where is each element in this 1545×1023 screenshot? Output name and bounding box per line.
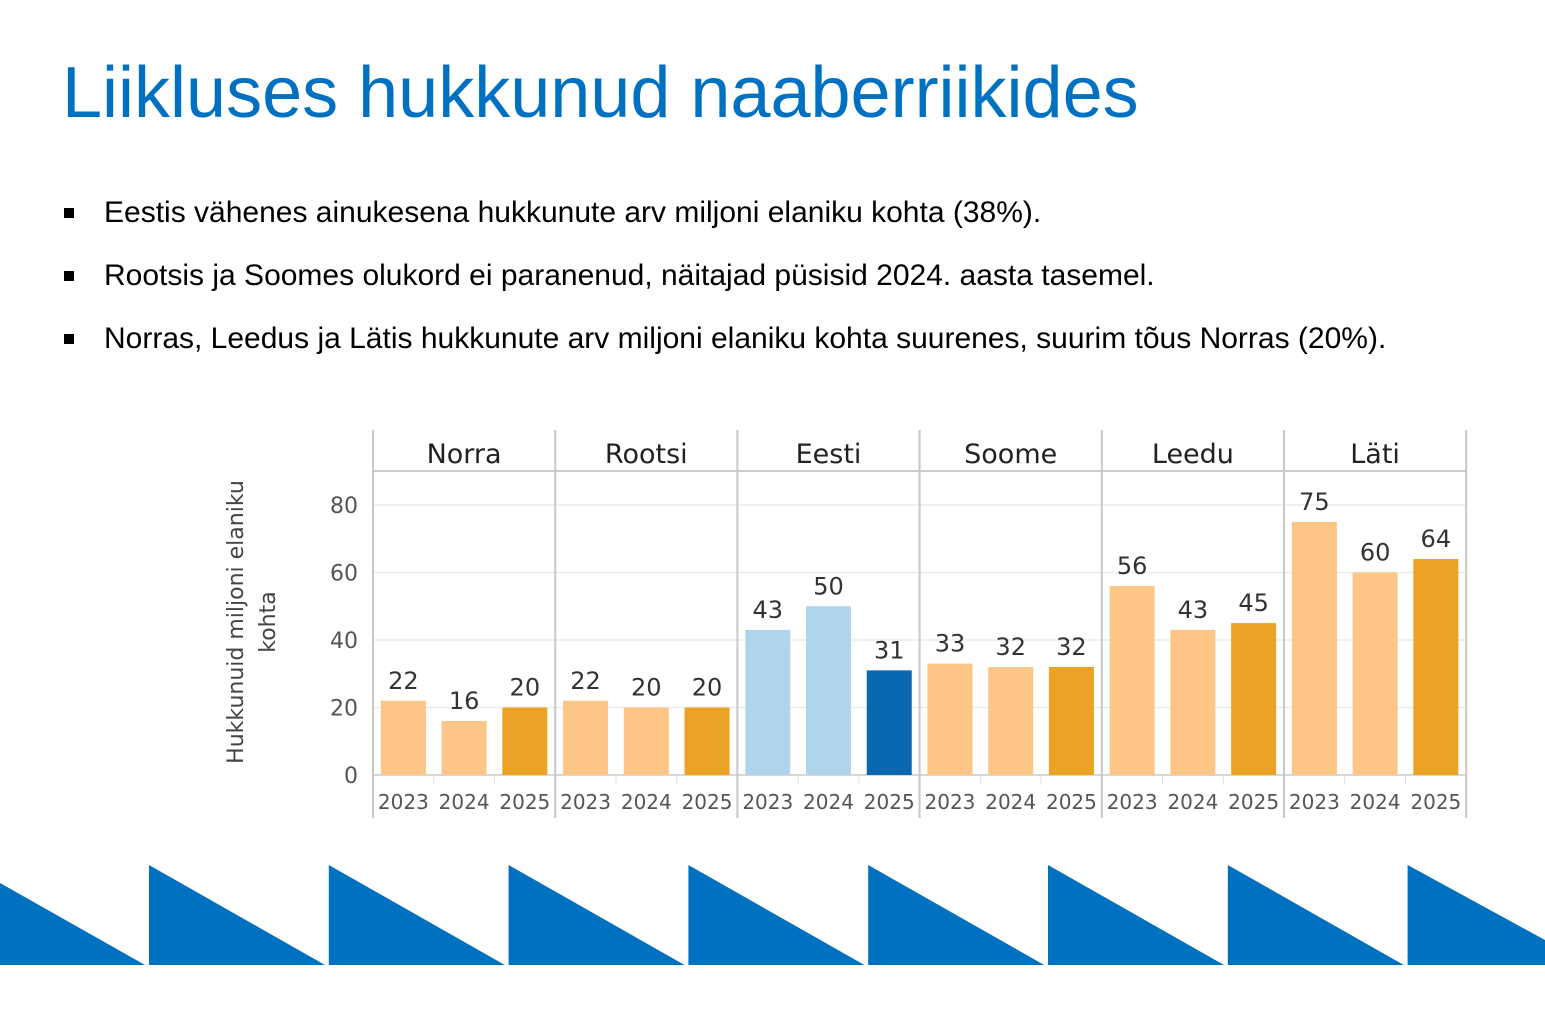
bar [563, 700, 609, 775]
data-label: 45 [1238, 589, 1269, 617]
bar [1170, 629, 1216, 775]
x-tick-label: 2024 [985, 790, 1036, 814]
bullet-text: Rootsis ja Soomes olukord ei paranenud, … [104, 259, 1155, 292]
data-label: 60 [1360, 539, 1391, 567]
x-tick-label: 2024 [621, 790, 672, 814]
bullet-icon [64, 334, 74, 344]
x-tick-label: 2025 [682, 790, 733, 814]
bar [684, 707, 730, 775]
x-tick-label: 2024 [439, 790, 490, 814]
x-tick-label: 2023 [1107, 790, 1158, 814]
panel-header-eesti: Eesti [796, 439, 862, 470]
data-label: 20 [510, 674, 541, 702]
data-label: 50 [813, 572, 844, 600]
bar [1352, 572, 1398, 775]
bullet-text: Eestis vähenes ainukesena hukkunute arv … [104, 196, 1042, 229]
bar [866, 670, 912, 775]
decorative-triangle [149, 865, 325, 965]
y-tick-label: 60 [330, 562, 358, 587]
panel-header-soome: Soome [964, 439, 1057, 470]
data-label: 32 [1056, 633, 1087, 661]
bullet-icon [64, 271, 74, 281]
bullet-list: Eestis vähenes ainukesena hukkunute arv … [64, 196, 1464, 385]
decorative-triangle [688, 865, 865, 965]
bar [380, 700, 426, 775]
bullet-item: Eestis vähenes ainukesena hukkunute arv … [64, 196, 1464, 229]
data-label: 22 [570, 667, 601, 695]
data-label: 43 [1178, 596, 1209, 624]
decorative-triangle [868, 865, 1045, 965]
decorative-triangle [508, 865, 685, 965]
panel-header-leedu: Leedu [1152, 439, 1234, 470]
slide-title: Liikluses hukkunud naaberriikides [62, 53, 1139, 133]
x-tick-label: 2024 [1167, 790, 1218, 814]
data-label: 20 [692, 674, 723, 702]
bar [927, 663, 973, 775]
data-label: 31 [874, 636, 905, 664]
panel-header-norra: Norra [427, 439, 502, 470]
x-tick-label: 2024 [803, 790, 854, 814]
y-tick-label: 40 [330, 629, 358, 654]
data-label: 22 [388, 667, 419, 695]
bar [1231, 623, 1277, 775]
y-tick-label: 0 [344, 764, 358, 789]
bar [806, 606, 851, 775]
x-tick-label: 2025 [864, 790, 915, 814]
data-label: 32 [995, 633, 1026, 661]
bar [1291, 521, 1337, 775]
decorative-triangle [1227, 865, 1404, 965]
bullet-icon [64, 208, 74, 218]
bar [745, 629, 791, 775]
data-label: 33 [935, 630, 966, 658]
bar [441, 721, 487, 775]
x-tick-label: 2023 [742, 790, 793, 814]
data-label: 43 [752, 596, 783, 624]
y-tick-label: 20 [330, 697, 358, 722]
data-label: 56 [1117, 552, 1148, 580]
bar [1048, 667, 1094, 775]
x-tick-label: 2023 [378, 790, 429, 814]
bar [502, 707, 548, 775]
panel-header-rootsi: Rootsi [605, 439, 688, 470]
bar [1413, 559, 1459, 775]
decorative-triangle [1407, 865, 1545, 965]
bar [988, 667, 1034, 775]
decorative-triangle [328, 865, 505, 965]
data-label: 20 [631, 674, 662, 702]
bullet-item: Norras, Leedus ja Lätis hukkunute arv mi… [64, 322, 1464, 355]
bar [1109, 586, 1155, 775]
x-tick-label: 2023 [925, 790, 976, 814]
x-tick-label: 2023 [560, 790, 611, 814]
data-label: 16 [449, 687, 480, 715]
bullet-item: Rootsis ja Soomes olukord ei paranenud, … [64, 259, 1464, 292]
x-tick-label: 2024 [1350, 790, 1401, 814]
x-tick-label: 2023 [1289, 790, 1340, 814]
data-label: 75 [1299, 488, 1330, 516]
bullet-text: Norras, Leedus ja Lätis hukkunute arv mi… [104, 322, 1387, 355]
y-axis-label: Hukkunuid miljoni elaniku kohta [224, 480, 281, 764]
y-tick-label: 80 [330, 494, 358, 519]
decorative-triangle [1048, 865, 1224, 965]
decorative-triangle [0, 883, 145, 965]
x-tick-label: 2025 [1228, 790, 1279, 814]
x-tick-label: 2025 [499, 790, 550, 814]
data-label: 64 [1421, 525, 1452, 553]
x-tick-label: 2025 [1410, 790, 1461, 814]
x-tick-label: 2025 [1046, 790, 1097, 814]
panel-header-läti: Läti [1350, 439, 1400, 470]
bar [623, 707, 669, 775]
